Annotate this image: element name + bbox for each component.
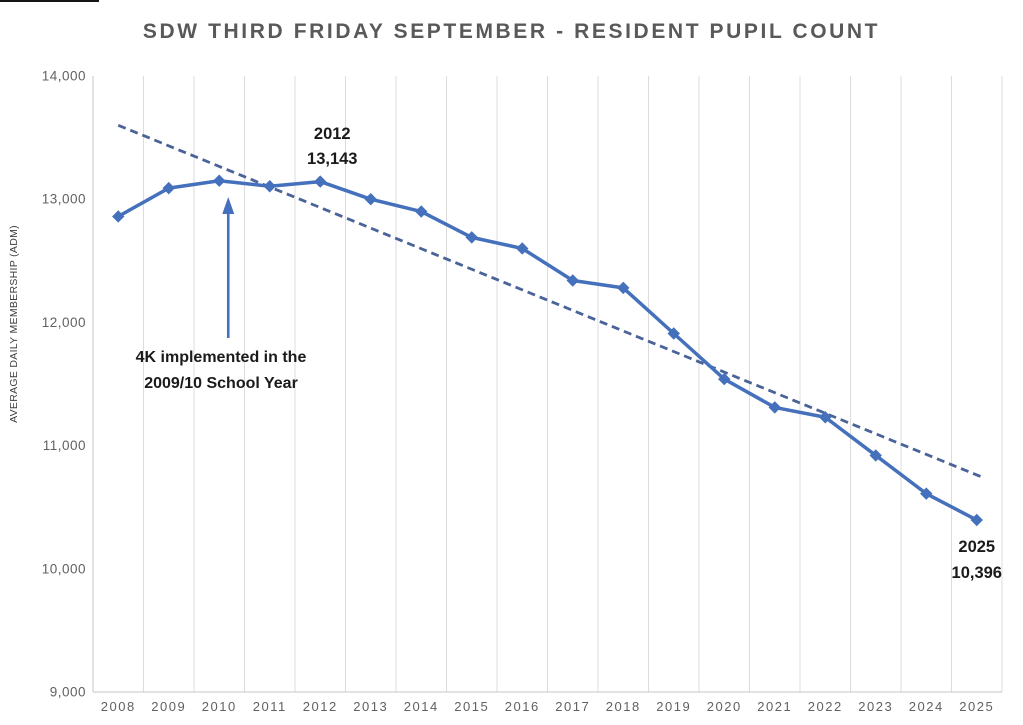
data-point-2023 (869, 449, 882, 462)
data-point-2015 (465, 231, 478, 244)
top-edge-artifact (0, 0, 99, 2)
x-axis-tick-label: 2009 (151, 699, 186, 714)
data-point-2012 (314, 175, 327, 188)
data-point-2013 (364, 192, 377, 206)
x-axis-tick-label: 2018 (606, 699, 641, 714)
chart-title: SDW THIRD FRIDAY SEPTEMBER - RESIDENT PU… (142, 20, 881, 43)
x-axis-tick-label: 2010 (202, 699, 237, 714)
y-axis-tick-label: 9,000 (50, 685, 86, 700)
x-axis-tick-label: 2013 (353, 699, 388, 714)
data-point-2011 (263, 180, 276, 193)
data-point-2025 (970, 513, 983, 527)
y-axis-tick-label: 12,000 (42, 315, 86, 330)
pupil-count-line (116, 178, 979, 522)
x-axis-tick-label: 2011 (253, 699, 287, 714)
x-axis-tick-label: 2015 (454, 699, 489, 714)
x-axis-tick-label: 2023 (858, 699, 893, 714)
data-point-2016 (516, 242, 529, 255)
annotation-4k-note: 4K implemented in the (136, 349, 307, 366)
data-point-2019 (667, 327, 680, 340)
annotation-value-2025: 2025 (958, 538, 995, 556)
x-axis-tick-label: 2019 (656, 699, 691, 714)
data-point-2021 (768, 401, 781, 414)
annotation-peak-2012: 2012 (314, 125, 351, 143)
data-point-2014 (415, 205, 428, 218)
annotation-peak-2012: 13,143 (307, 150, 357, 168)
data-point-2022 (819, 411, 832, 424)
data-point-2024 (920, 487, 933, 500)
data-point-2020 (718, 372, 731, 386)
y-axis-tick-label: 14,000 (42, 69, 86, 84)
x-axis-tick-label: 2017 (555, 699, 590, 714)
y-axis-title: AVERAGE DAILY MEMBERSHIP (ADM) (8, 225, 20, 423)
y-axis-tick-label: 10,000 (42, 561, 86, 576)
x-axis-tick-label: 2012 (303, 699, 338, 714)
y-axis-tick-label: 13,000 (42, 192, 86, 207)
x-axis-tick-label: 2024 (909, 699, 944, 714)
data-point-2010 (213, 174, 226, 187)
data-point-2017 (566, 274, 579, 287)
data-point-2009 (162, 181, 175, 195)
x-axis-tick-label: 2022 (808, 699, 843, 714)
x-axis-tick-label: 2016 (505, 699, 540, 714)
data-point-2008 (112, 210, 125, 223)
trendline (117, 123, 983, 479)
x-axis-tick-label: 2025 (959, 699, 994, 714)
data-point-2018 (617, 281, 630, 295)
annotation-arrowhead-icon (222, 197, 235, 214)
y-axis-tick-label: 11,000 (43, 438, 86, 453)
x-axis-tick-label: 2014 (404, 699, 439, 714)
x-axis-tick-label: 2020 (707, 699, 742, 714)
x-axis-tick-label: 2008 (101, 699, 136, 714)
x-axis-tick-label: 2021 (757, 699, 792, 714)
annotation-value-2025: 10,396 (952, 564, 1002, 582)
annotation-4k-note: 2009/10 School Year (144, 375, 298, 392)
